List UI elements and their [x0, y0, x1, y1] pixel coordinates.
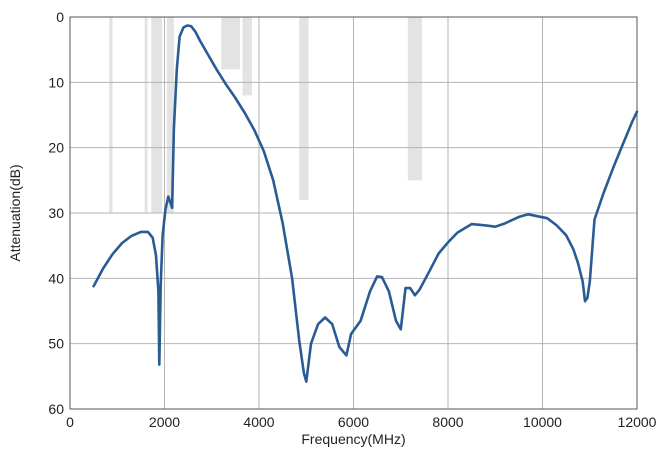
x-tick-label: 2000 — [149, 414, 180, 430]
x-tick-label: 4000 — [243, 414, 274, 430]
x-axis-label: Frequency(MHz) — [301, 431, 405, 447]
plot-frame — [69, 16, 638, 410]
y-tick-label: 50 — [48, 336, 64, 352]
frequency-band-7 — [407, 17, 423, 181]
y-tick-label: 10 — [48, 74, 64, 90]
frequency-band-4 — [221, 17, 241, 70]
y-tick-label: 30 — [48, 205, 64, 221]
series-layer — [92, 24, 639, 383]
frequency-band-1 — [144, 17, 148, 213]
frequency-band-6 — [299, 17, 309, 200]
tick-labels: 0 2000 4000 6000 8000 10000 12000 0 10 20 30 40 50 60 — [48, 9, 656, 430]
x-tick-label: 0 — [66, 414, 74, 430]
frequency-band-3 — [166, 17, 174, 213]
frequency-bands — [109, 17, 423, 213]
y-tick-label: 60 — [48, 401, 64, 417]
x-tick-label: 12000 — [618, 414, 657, 430]
frequency-band-5 — [242, 17, 252, 96]
y-tick-label: 40 — [48, 270, 64, 286]
y-tick-label: 20 — [48, 140, 64, 156]
frequency-band-2 — [151, 17, 163, 213]
frequency-band-0 — [109, 17, 113, 213]
y-axis-label: Attenuation(dB) — [7, 164, 23, 261]
series-line-0 — [92, 24, 639, 383]
y-tick-label: 0 — [56, 9, 64, 25]
x-tick-label: 8000 — [432, 414, 463, 430]
x-tick-label: 6000 — [338, 414, 369, 430]
x-tick-label: 10000 — [523, 414, 562, 430]
